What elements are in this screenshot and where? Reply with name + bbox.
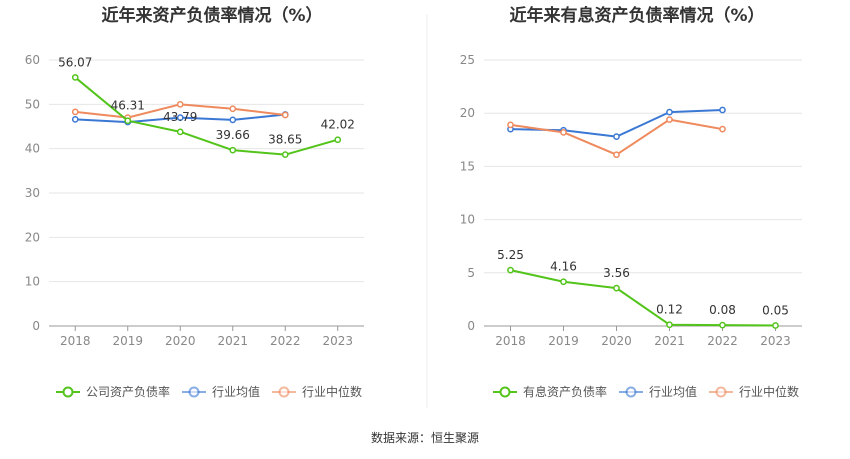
legend-label: 行业中位数 (739, 384, 799, 399)
series-1-point[interactable] (613, 284, 620, 292)
y-tick-label: 50 (25, 97, 40, 111)
data-label: 0.05 (762, 303, 789, 317)
y-tick-label: 25 (460, 53, 475, 67)
x-tick-label: 2018 (495, 334, 526, 348)
series-2-point[interactable] (176, 114, 184, 121)
series-3-point[interactable] (719, 125, 726, 133)
series-3-point[interactable] (666, 116, 673, 123)
series-line-1 (510, 269, 776, 327)
legend-marker-icon (715, 386, 727, 398)
series-2-point[interactable] (719, 106, 726, 114)
data-label: 0.08 (709, 303, 736, 317)
series-3-point[interactable] (613, 151, 620, 159)
series-1-point[interactable] (666, 321, 673, 329)
y-tick-label: 60 (25, 53, 40, 67)
legend-item-2[interactable]: 行业均值 (619, 384, 697, 399)
series-1-point[interactable] (719, 321, 726, 329)
series-line-1 (74, 76, 339, 156)
data-label: 0.12 (656, 303, 683, 317)
series-2-point[interactable] (613, 133, 620, 140)
series-1-point[interactable] (176, 128, 184, 136)
series-1-point[interactable] (124, 117, 132, 125)
data-label: 56.07 (58, 55, 92, 69)
data-label: 46.31 (111, 99, 145, 113)
x-tick-label: 2018 (60, 334, 91, 348)
series-3-point[interactable] (507, 121, 514, 129)
y-tick-label: 5 (467, 266, 475, 280)
legend-label: 公司资产负债率 (86, 384, 170, 399)
series-2-point[interactable] (71, 116, 79, 123)
data-label: 4.16 (550, 260, 577, 274)
x-tick-label: 2023 (760, 334, 791, 348)
legend-label: 有息资产负债率 (523, 384, 607, 399)
chart-title: 近年来有息资产负债率情况（%） (509, 5, 764, 26)
data-label: 5.25 (497, 248, 524, 262)
y-tick-label: 30 (25, 186, 40, 200)
y-tick-label: 10 (25, 275, 40, 289)
series-2-point[interactable] (666, 108, 673, 116)
x-tick-label: 2022 (707, 334, 738, 348)
y-tick-label: 10 (460, 213, 475, 227)
legend-label: 行业均值 (649, 384, 697, 399)
data-label: 43.79 (163, 110, 197, 124)
legend-item-1[interactable]: 有息资产负债率 (493, 384, 607, 399)
legend-marker-icon (278, 386, 290, 398)
legend-item-1[interactable]: 公司资产负债率 (56, 384, 170, 399)
y-tick-label: 0 (32, 319, 40, 333)
x-tick-label: 2021 (654, 334, 685, 348)
data-label: 42.02 (321, 118, 355, 132)
legend-label: 行业中位数 (302, 384, 362, 399)
y-tick-label: 20 (25, 230, 40, 244)
y-tick-label: 0 (467, 319, 475, 333)
chart-panel-2: 近年来有息资产负债率情况（%） 0 5 10 15 20 25 2018 2019 2020 202… (460, 5, 802, 399)
y-tick-label: 40 (25, 142, 40, 156)
x-tick-label: 2020 (601, 334, 632, 348)
x-tick-label: 2019 (548, 334, 579, 348)
x-tick-label: 2023 (322, 334, 353, 348)
series-1-point[interactable] (772, 322, 779, 329)
y-tick-label: 15 (460, 159, 475, 173)
data-label: 39.66 (216, 128, 250, 142)
x-tick-label: 2019 (112, 334, 143, 348)
legend-marker-icon (499, 386, 511, 398)
series-3-point[interactable] (71, 108, 79, 116)
legend-marker-icon (62, 386, 74, 398)
data-label: 3.56 (603, 266, 630, 280)
series-1-point[interactable] (560, 278, 567, 286)
legend-item-3[interactable]: 行业中位数 (709, 384, 799, 399)
series-2-point[interactable] (229, 116, 237, 124)
legend-label: 行业均值 (212, 384, 260, 399)
x-tick-label: 2021 (217, 334, 248, 348)
chart-panel-1: 近年来资产负债率情况（%） 0 10 20 30 40 50 60 2018 2019 2020 20… (25, 5, 364, 399)
y-tick-label: 20 (460, 106, 475, 120)
legend-marker-icon (188, 386, 200, 398)
series-1-point[interactable] (281, 151, 289, 159)
chart-title: 近年来资产负债率情况（%） (101, 5, 322, 26)
legend-marker-icon (625, 386, 637, 398)
series-3-point[interactable] (281, 111, 289, 119)
legend-item-2[interactable]: 行业均值 (182, 384, 260, 399)
series-1-point[interactable] (71, 74, 79, 81)
data-label: 38.65 (268, 133, 302, 147)
series-1-point[interactable] (229, 146, 237, 154)
source-note: 数据来源：恒生聚源 (371, 430, 479, 445)
series-3-point[interactable] (229, 105, 237, 113)
series-1-point[interactable] (507, 266, 514, 274)
legend-item-3[interactable]: 行业中位数 (272, 384, 362, 399)
series-1-point[interactable] (334, 136, 342, 144)
x-tick-label: 2022 (270, 334, 301, 348)
x-tick-label: 2020 (165, 334, 196, 348)
series-3-point[interactable] (560, 129, 567, 136)
series-3-point[interactable] (176, 100, 184, 108)
